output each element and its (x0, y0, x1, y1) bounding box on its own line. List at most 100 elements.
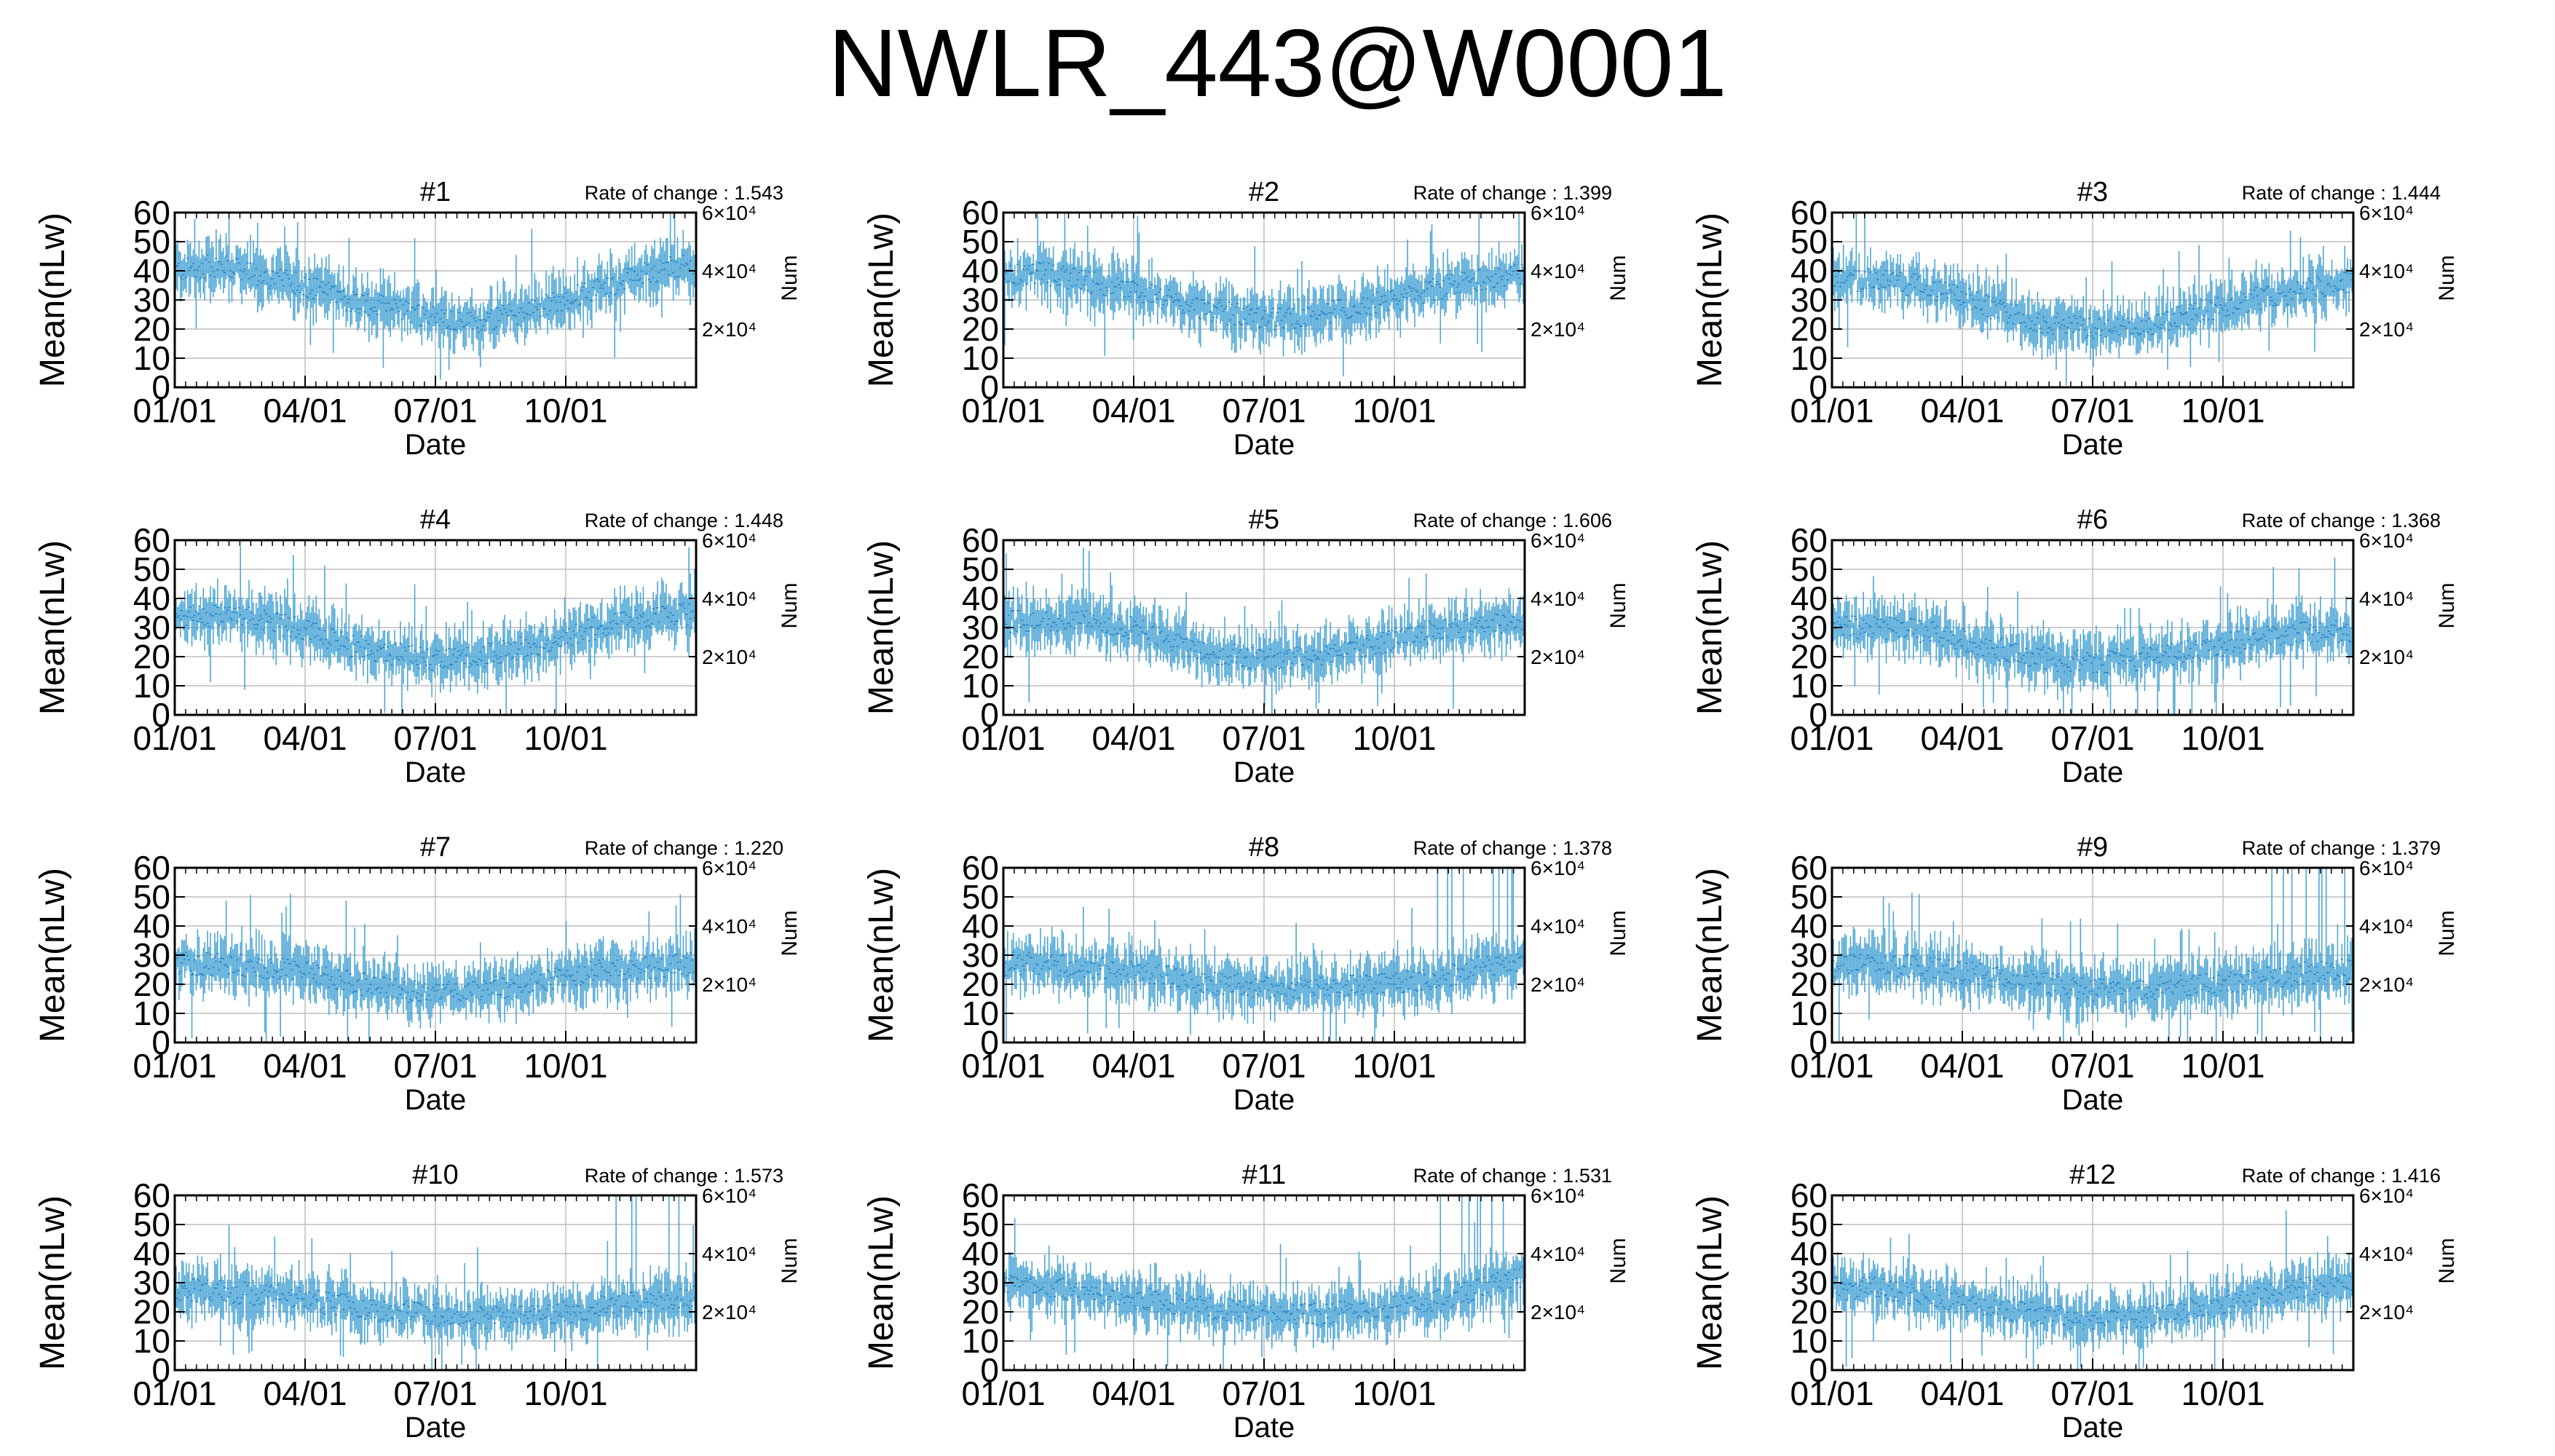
y-tick-label: 40 (133, 252, 170, 290)
y2-tick-label: 2×10⁴ (702, 646, 757, 668)
subplot-title: #2 (1249, 177, 1279, 207)
x-tick-label: 10/01 (524, 719, 607, 757)
y-axis-label: Mean(nLw) (862, 213, 901, 387)
y2-tick-label: 2×10⁴ (1531, 318, 1585, 341)
x-axis-label: Date (405, 756, 467, 788)
x-tick-label: 04/01 (1091, 392, 1175, 430)
rate-of-change-label: Rate of change : 1.448 (585, 510, 783, 531)
y2-tick-label: 6×10⁴ (2359, 202, 2414, 224)
data-series (1831, 546, 2353, 715)
rate-of-change-label: Rate of change : 1.444 (2242, 182, 2441, 204)
y-tick-label: 10 (962, 667, 999, 705)
x-tick-label: 10/01 (1352, 719, 1436, 757)
x-tick-label: 04/01 (1091, 719, 1175, 757)
data-series (173, 213, 696, 380)
y-tick-label: 20 (962, 638, 999, 676)
y2-axis-label: Num (778, 255, 802, 301)
y-tick-label: 50 (133, 223, 170, 261)
y2-tick-label: 2×10⁴ (702, 318, 757, 341)
y2-tick-label: 4×10⁴ (1531, 587, 1585, 610)
y-tick-label: 20 (962, 310, 999, 348)
x-axis-label: Date (405, 429, 467, 461)
rate-of-change-label: Rate of change : 1.543 (585, 182, 783, 204)
x-tick-label: 01/01 (1790, 392, 1873, 430)
x-tick-label: 10/01 (524, 392, 607, 430)
y-tick-label: 50 (962, 223, 999, 261)
data-series (1002, 213, 1525, 377)
y-tick-label: 60 (962, 521, 999, 559)
y-tick-label: 50 (133, 550, 170, 588)
y-tick-label: 10 (962, 339, 999, 377)
y-tick-label: 0 (151, 368, 170, 406)
y2-tick-label: 6×10⁴ (1531, 529, 1585, 552)
y-tick-label: 60 (133, 194, 170, 232)
y-tick-label: 40 (962, 252, 999, 290)
y-tick-label: 60 (1790, 194, 1828, 232)
y-tick-label: 0 (980, 368, 999, 406)
data-series (1002, 547, 1525, 715)
x-tick-label: 01/01 (961, 719, 1045, 757)
x-tick-label: 07/01 (393, 719, 477, 757)
y-axis-label: Mean(nLw) (33, 540, 72, 715)
y-tick-label: 50 (1790, 223, 1828, 261)
rate-of-change-label: Rate of change : 1.606 (1413, 510, 1612, 531)
y2-tick-label: 6×10⁴ (1531, 202, 1585, 224)
y2-axis-label: Num (1606, 255, 1630, 301)
y2-axis-label: Num (1606, 582, 1630, 628)
y2-axis-label: Num (778, 582, 802, 628)
subplot-title: #3 (2077, 177, 2108, 207)
y-axis-label: Mean(nLw) (1691, 213, 1729, 387)
y-tick-label: 20 (133, 638, 170, 676)
y-tick-label: 30 (962, 609, 999, 646)
x-tick-label: 04/01 (263, 719, 347, 757)
y-tick-label: 20 (1790, 310, 1828, 348)
x-tick-label: 04/01 (263, 392, 347, 430)
y-axis-label: Mean(nLw) (33, 213, 72, 387)
figure-title: NWLR_443@W0001 (828, 9, 1727, 116)
subplot-title: #4 (420, 505, 451, 535)
y-tick-label: 20 (133, 310, 170, 348)
y-axis-label: Mean(nLw) (862, 540, 901, 715)
y2-tick-label: 6×10⁴ (702, 529, 757, 552)
x-tick-label: 07/01 (1222, 392, 1306, 430)
y-tick-label: 0 (980, 696, 999, 734)
y-tick-label: 60 (133, 521, 170, 559)
x-axis-label: Date (1233, 429, 1295, 461)
x-tick-label: 07/01 (393, 392, 477, 430)
y2-tick-label: 4×10⁴ (2359, 260, 2414, 282)
data-series (173, 546, 696, 715)
y2-tick-label: 6×10⁴ (702, 202, 757, 224)
y-tick-label: 60 (962, 194, 999, 232)
x-tick-label: 01/01 (133, 719, 216, 757)
y2-tick-label: 2×10⁴ (2359, 318, 2414, 341)
y-tick-label: 30 (962, 281, 999, 319)
x-tick-label: 10/01 (1352, 392, 1436, 430)
x-tick-label: 01/01 (133, 392, 216, 430)
y-tick-label: 30 (133, 281, 170, 319)
y-tick-label: 10 (133, 667, 170, 705)
x-tick-label: 10/01 (2181, 392, 2264, 430)
y-tick-label: 40 (133, 579, 170, 617)
y2-tick-label: 4×10⁴ (702, 587, 757, 610)
x-axis-label: Date (2062, 429, 2124, 461)
x-tick-label: 01/01 (961, 392, 1045, 430)
y-tick-label: 10 (133, 339, 170, 377)
y-tick-label: 30 (133, 609, 170, 646)
y-tick-label: 50 (962, 550, 999, 588)
y-tick-label: 40 (1790, 252, 1828, 290)
y-tick-label: 0 (151, 696, 170, 734)
data-series (1831, 213, 2353, 386)
y2-tick-label: 2×10⁴ (1531, 646, 1585, 668)
x-axis-label: Date (1233, 756, 1295, 788)
x-tick-label: 07/01 (2050, 392, 2134, 430)
y-tick-label: 0 (1809, 368, 1828, 406)
x-tick-label: 07/01 (1222, 719, 1306, 757)
subplot-title: #1 (420, 177, 451, 207)
